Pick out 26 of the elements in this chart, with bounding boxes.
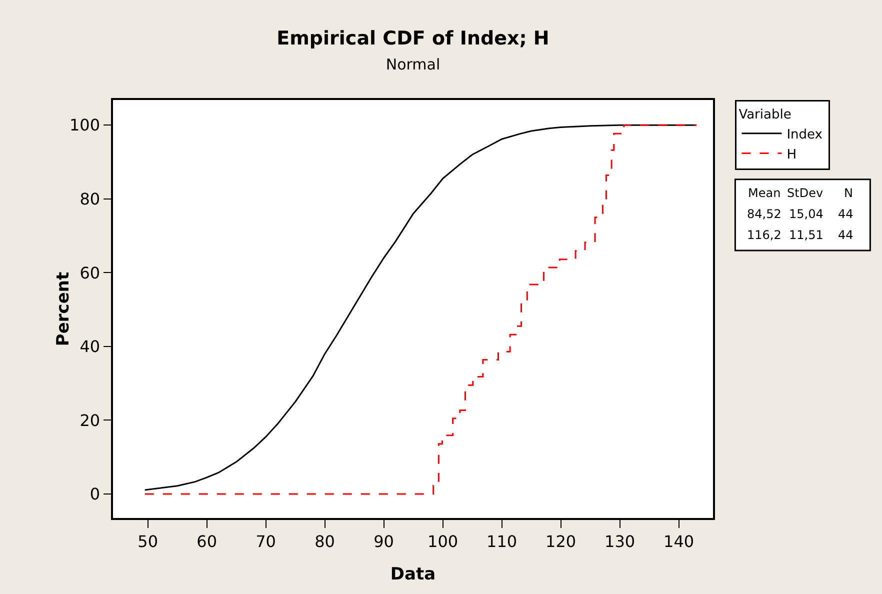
y-tick-label: 20	[80, 410, 100, 430]
chart-subtitle: Normal	[386, 55, 440, 74]
text: 116,2 11,51 44	[747, 228, 854, 242]
y-tick-label: 0	[90, 484, 100, 504]
y-tick-label: 40	[80, 337, 100, 356]
x-tick-label: 110	[486, 532, 518, 551]
x-tick-label: 130	[604, 532, 636, 551]
text: 84,52 15,04 44	[747, 207, 854, 221]
y-axis-title: Percent	[54, 272, 74, 346]
x-tick-label: 120	[546, 532, 576, 551]
y-tick-label: 60	[80, 263, 100, 282]
x-tick-label: 60	[196, 532, 217, 551]
x-axis-title: Data	[390, 564, 436, 584]
legend-label: Index	[786, 127, 823, 142]
x-tick-label: 50	[138, 532, 158, 551]
y-tick-label: 80	[80, 189, 100, 208]
x-tick-label: 100	[428, 532, 458, 551]
text: Mean StDev N	[748, 186, 853, 200]
x-tick-label: 90	[374, 532, 394, 551]
chart-title: Empirical CDF of Index; H	[276, 28, 550, 50]
legend-title: Variable	[738, 107, 792, 122]
x-tick-label: 80	[314, 532, 335, 551]
y-tick-label: 100	[70, 116, 100, 135]
x-tick-label: 140	[664, 532, 694, 551]
legend-label: H	[786, 147, 796, 162]
x-tick-label: 70	[256, 532, 276, 551]
